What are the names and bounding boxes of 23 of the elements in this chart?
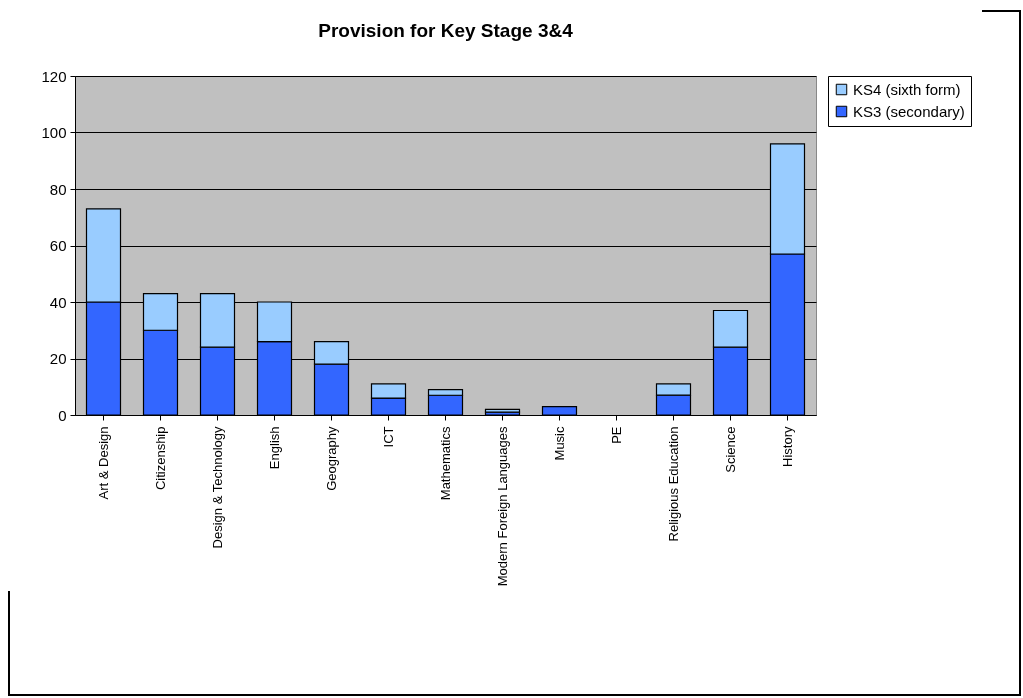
legend-label: KS4 (sixth form) <box>853 80 961 98</box>
chart-title: Provision for Key Stage 3&4 <box>318 20 574 41</box>
x-tick-label: Art & Design <box>95 426 111 500</box>
y-tick-label: 120 <box>41 67 67 85</box>
x-tick-label: ICT <box>380 426 396 448</box>
y-tick-label: 100 <box>41 124 67 141</box>
x-tick-label: Religious Education <box>665 426 681 542</box>
y-tick-label: 40 <box>49 293 67 311</box>
x-tick-label: Modern Foreign Languages <box>494 426 510 587</box>
x-tick-label: Science <box>722 426 738 473</box>
legend-label: KS3 (secondary) <box>853 102 965 120</box>
x-tick-label: Design & Technology <box>209 426 225 549</box>
x-tick-label: English <box>266 426 282 470</box>
x-tick-label: Citizenship <box>152 426 168 491</box>
x-tick-label: Geography <box>323 426 339 491</box>
y-tick-label: 20 <box>49 350 67 367</box>
y-tick-label: 60 <box>49 237 67 254</box>
x-tick-label: History <box>779 426 795 467</box>
y-tick-label: 80 <box>49 180 67 198</box>
x-tick-label: Mathematics <box>437 426 453 501</box>
x-tick-label: Music <box>551 426 567 461</box>
y-tick-label: 0 <box>58 406 67 424</box>
x-tick-label: PE <box>608 426 624 444</box>
